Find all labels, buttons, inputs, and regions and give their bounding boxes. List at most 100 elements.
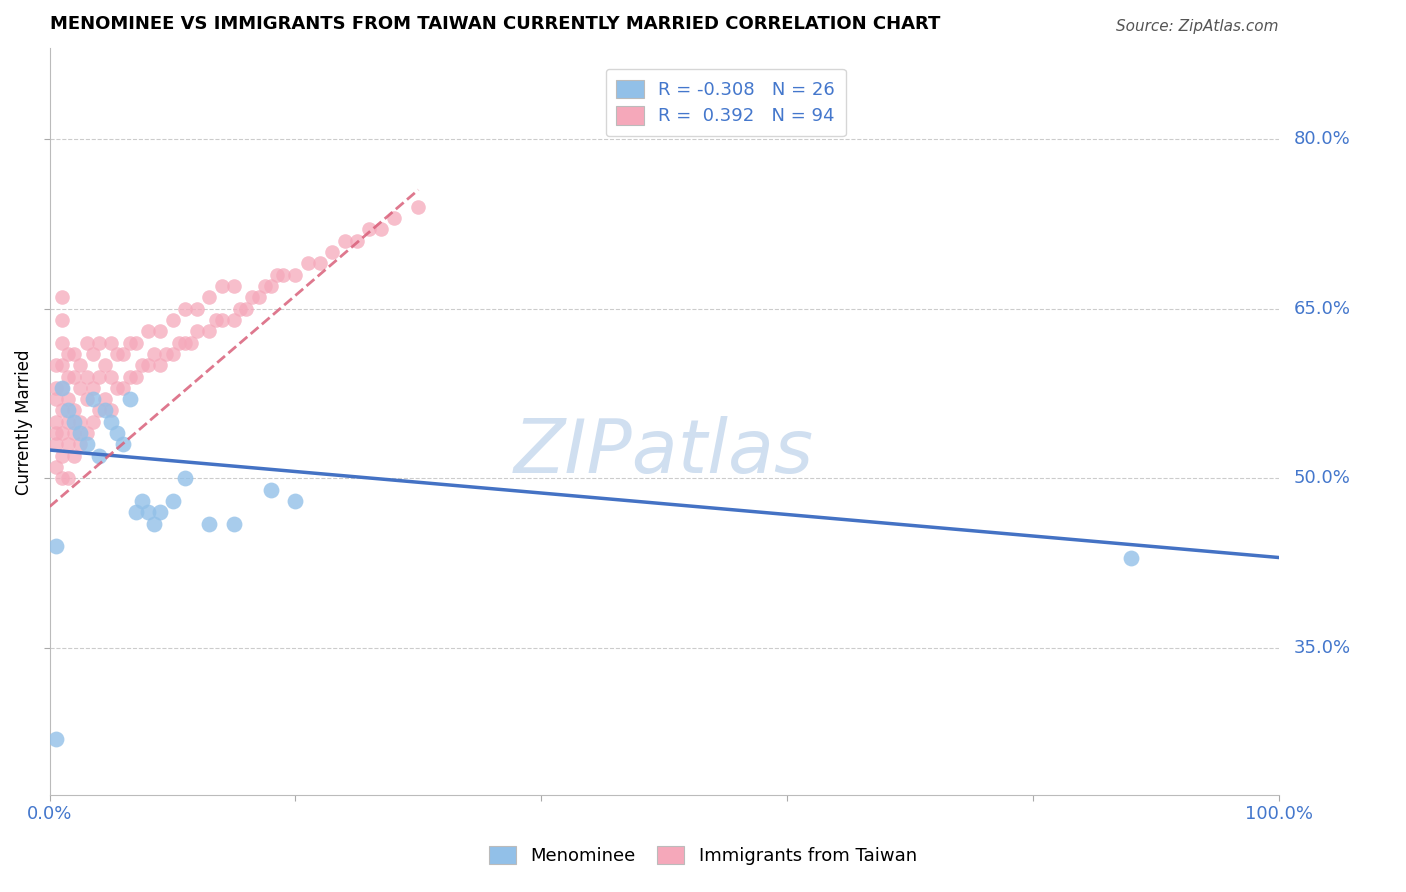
Point [63, 426, 86, 441]
Point [382, 211, 405, 226]
Point [63, 403, 86, 417]
Text: Source: ZipAtlas.com: Source: ZipAtlas.com [1116, 19, 1278, 34]
Point [222, 279, 245, 293]
Point [56, 369, 79, 384]
Point [136, 324, 159, 338]
Point [100, 335, 122, 350]
Point [82, 392, 104, 406]
Point [45, 539, 67, 553]
Point [229, 301, 252, 316]
Point [56, 437, 79, 451]
Point [149, 324, 172, 338]
Point [45, 392, 67, 406]
Point [118, 392, 141, 406]
Point [76, 335, 98, 350]
Point [143, 516, 166, 531]
Point [56, 403, 79, 417]
Point [69, 415, 91, 429]
Point [105, 347, 128, 361]
Point [136, 358, 159, 372]
Point [247, 290, 270, 304]
Point [131, 358, 153, 372]
Point [63, 369, 86, 384]
Point [63, 415, 86, 429]
Point [149, 505, 172, 519]
Point [87, 335, 110, 350]
Point [186, 301, 208, 316]
Point [69, 381, 91, 395]
Point [51, 381, 73, 395]
Point [125, 335, 148, 350]
Point [173, 335, 195, 350]
Point [45, 358, 67, 372]
Point [51, 335, 73, 350]
Point [242, 290, 264, 304]
Point [82, 347, 104, 361]
Text: 35.0%: 35.0% [1294, 639, 1351, 657]
Point [125, 369, 148, 384]
Point [167, 335, 190, 350]
Point [162, 494, 184, 508]
Point [51, 290, 73, 304]
Point [100, 403, 122, 417]
Point [45, 415, 67, 429]
Text: ZIPatlas: ZIPatlas [515, 416, 814, 488]
Point [149, 358, 172, 372]
Point [143, 347, 166, 361]
Point [76, 392, 98, 406]
Point [271, 268, 294, 282]
Text: 80.0%: 80.0% [1294, 130, 1350, 148]
Point [45, 426, 67, 441]
Point [45, 437, 67, 451]
Point [82, 381, 104, 395]
Point [284, 268, 307, 282]
Point [204, 313, 226, 327]
Point [260, 483, 283, 497]
Point [333, 234, 356, 248]
Point [87, 449, 110, 463]
Point [1121, 550, 1143, 565]
Point [63, 449, 86, 463]
Point [56, 415, 79, 429]
Text: 65.0%: 65.0% [1294, 300, 1350, 318]
Point [87, 369, 110, 384]
Y-axis label: Currently Married: Currently Married [15, 349, 32, 494]
Point [82, 415, 104, 429]
Point [56, 392, 79, 406]
Point [76, 369, 98, 384]
Point [94, 403, 117, 417]
Legend: R = -0.308   N = 26, R =  0.392   N = 94: R = -0.308 N = 26, R = 0.392 N = 94 [606, 69, 845, 136]
Point [297, 256, 319, 270]
Point [186, 324, 208, 338]
Point [118, 369, 141, 384]
Point [94, 358, 117, 372]
Point [370, 222, 392, 236]
Point [56, 471, 79, 485]
Point [235, 301, 257, 316]
Point [112, 437, 135, 451]
Point [266, 268, 288, 282]
Point [162, 347, 184, 361]
Point [222, 313, 245, 327]
Point [118, 335, 141, 350]
Point [198, 290, 221, 304]
Point [180, 335, 202, 350]
Point [260, 279, 283, 293]
Point [125, 505, 148, 519]
Text: MENOMINEE VS IMMIGRANTS FROM TAIWAN CURRENTLY MARRIED CORRELATION CHART: MENOMINEE VS IMMIGRANTS FROM TAIWAN CURR… [49, 15, 941, 33]
Point [51, 403, 73, 417]
Point [51, 449, 73, 463]
Point [76, 426, 98, 441]
Point [51, 358, 73, 372]
Point [100, 415, 122, 429]
Point [112, 381, 135, 395]
Point [173, 301, 195, 316]
Point [45, 381, 67, 395]
Point [51, 313, 73, 327]
Point [94, 392, 117, 406]
Legend: Menominee, Immigrants from Taiwan: Menominee, Immigrants from Taiwan [482, 838, 924, 872]
Point [321, 245, 343, 260]
Point [253, 279, 276, 293]
Point [76, 437, 98, 451]
Point [100, 369, 122, 384]
